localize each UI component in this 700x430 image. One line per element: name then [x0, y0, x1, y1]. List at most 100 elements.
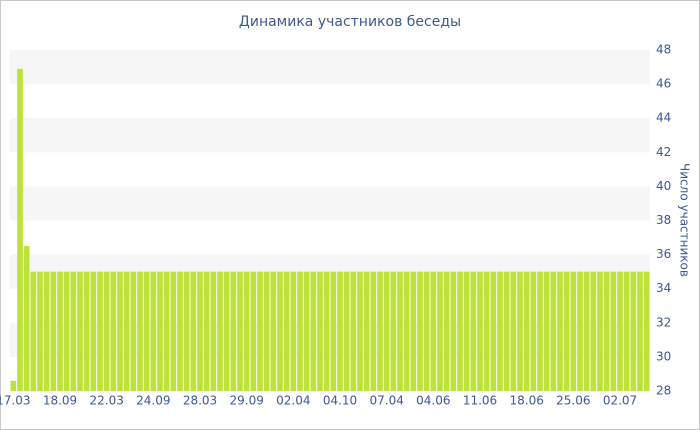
bar [570, 271, 577, 391]
bar [143, 271, 150, 391]
bar [50, 271, 57, 391]
bar [423, 271, 430, 391]
bar [63, 271, 70, 391]
bar [590, 271, 597, 391]
bar [163, 271, 170, 391]
grid-band [10, 254, 650, 289]
bar [177, 271, 183, 391]
bar [417, 271, 423, 391]
bar [77, 271, 83, 391]
bar [617, 271, 623, 391]
bar [83, 271, 90, 391]
bar [243, 271, 250, 391]
bar [583, 271, 590, 391]
bar [183, 271, 190, 391]
bar [257, 271, 263, 391]
y-tick-label: 38 [656, 213, 671, 227]
bar [523, 271, 530, 391]
bar [603, 271, 610, 391]
bar [17, 68, 23, 391]
bar [343, 271, 350, 391]
x-tick-label: 29.09 [229, 394, 263, 408]
bar [437, 271, 443, 391]
bar [277, 271, 283, 391]
bar [23, 246, 30, 391]
bar [30, 271, 37, 391]
bar [210, 271, 217, 391]
bar [110, 271, 117, 391]
bar [303, 271, 310, 391]
y-tick-label: 28 [656, 384, 671, 398]
chart-title: Динамика участников беседы [239, 14, 461, 30]
bar [123, 271, 130, 391]
bar [397, 271, 403, 391]
x-tick-label: 22.03 [89, 394, 123, 408]
bar [190, 271, 197, 391]
grid-band [10, 186, 650, 221]
bar [43, 271, 50, 391]
bar [530, 271, 537, 391]
bar [623, 271, 630, 391]
bar [410, 271, 417, 391]
bar [543, 271, 550, 391]
x-tick-label: 04.06 [416, 394, 450, 408]
bar [517, 271, 523, 391]
bar [237, 271, 243, 391]
bar [117, 271, 123, 391]
bar [630, 271, 637, 391]
bar [317, 271, 323, 391]
bar [10, 380, 17, 391]
x-tick-label: 07.04 [369, 394, 403, 408]
bar [170, 271, 177, 391]
bar [323, 271, 330, 391]
bar [577, 271, 583, 391]
bar [610, 271, 617, 391]
bar [310, 271, 317, 391]
bar [377, 271, 383, 391]
y-axis-title: Число участников [678, 163, 692, 277]
bar [283, 271, 290, 391]
y-tick-label: 36 [656, 247, 671, 261]
x-tick-label: 18.06 [509, 394, 543, 408]
bar [457, 271, 463, 391]
bar [290, 271, 297, 391]
y-tick-label: 40 [656, 179, 671, 193]
grid-band [10, 50, 650, 85]
bar [477, 271, 483, 391]
bar [370, 271, 377, 391]
bar [230, 271, 237, 391]
bar [563, 271, 570, 391]
x-tick-label: 11.06 [463, 394, 497, 408]
x-tick-label: 02.04 [276, 394, 310, 408]
x-tick-label: 24.09 [136, 394, 170, 408]
bar [430, 271, 437, 391]
bar [330, 271, 337, 391]
x-tick-label: 04.10 [323, 394, 357, 408]
bar [450, 271, 457, 391]
bar [557, 271, 563, 391]
bar [483, 271, 490, 391]
bar [130, 271, 137, 391]
bar [70, 271, 77, 391]
bar [597, 271, 603, 391]
y-tick-label: 30 [656, 349, 671, 363]
bar [350, 271, 357, 391]
bar [643, 271, 650, 391]
bar [390, 271, 397, 391]
y-tick-label: 46 [656, 77, 671, 91]
x-tick-label: 17.03 [0, 394, 31, 408]
bar [97, 271, 103, 391]
x-tick-label: 18.09 [43, 394, 77, 408]
bar [537, 271, 543, 391]
bar [150, 271, 157, 391]
y-tick-label: 34 [656, 281, 671, 295]
y-tick-label: 48 [656, 43, 671, 57]
bar [443, 271, 450, 391]
grid-band [10, 118, 650, 153]
x-tick-label: 02.07 [603, 394, 637, 408]
y-tick-label: 44 [656, 111, 671, 125]
bar [157, 271, 163, 391]
bar [297, 271, 303, 391]
bar [197, 271, 203, 391]
